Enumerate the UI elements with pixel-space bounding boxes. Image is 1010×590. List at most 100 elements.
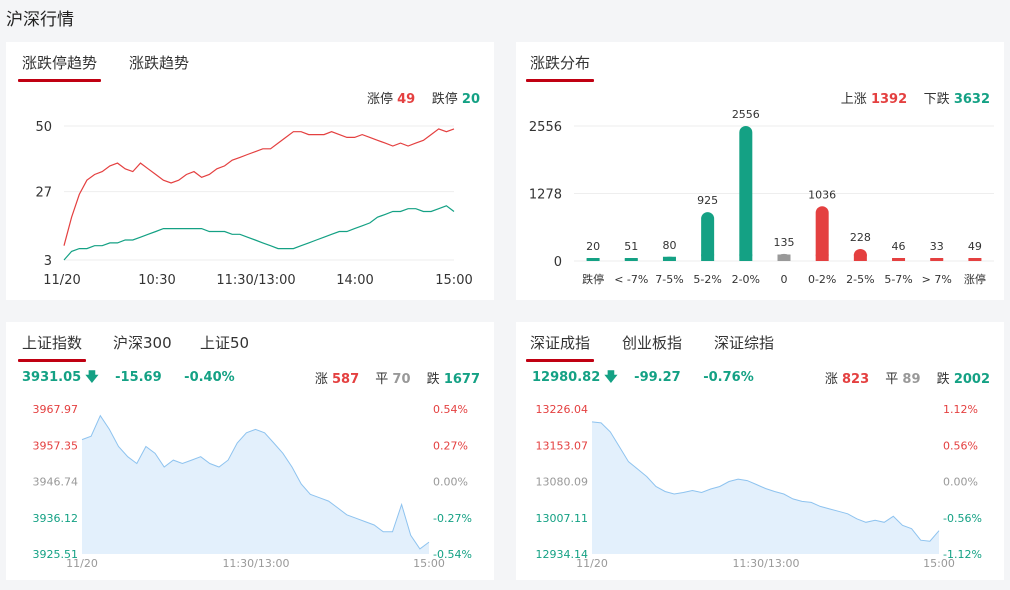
bar-category-label: 5-7% xyxy=(884,273,912,286)
bar-value-label: 228 xyxy=(850,231,871,244)
pct-tick-label: 0.27% xyxy=(433,439,468,452)
price-line xyxy=(81,414,430,550)
arrow-down-icon: 🡇 xyxy=(85,370,99,385)
bar-value-label: 51 xyxy=(624,240,638,253)
price-tick-label: 3967.97 xyxy=(33,403,79,416)
bar-value-label: 80 xyxy=(662,239,676,252)
szse-tabs: 深证成指 创业板指 深证综指 xyxy=(516,322,1004,362)
pct-tick-label: 0.56% xyxy=(943,439,978,452)
sse-down-count: 1677 xyxy=(443,372,480,387)
distribution-tabs: 涨跌分布 xyxy=(516,42,1004,82)
sse-price: 3931.05 xyxy=(22,370,82,385)
bar-category-label: 7-5% xyxy=(655,273,683,286)
bar-base xyxy=(701,254,715,261)
price-tick-label: 3925.51 xyxy=(33,548,79,561)
bar-base xyxy=(777,254,791,261)
bar-category-label: > 7% xyxy=(922,273,952,286)
sse-up-count: 587 xyxy=(331,372,360,387)
bar-value-label: 1036 xyxy=(808,188,836,201)
limit-trend-panel: 涨跌停趋势 涨跌趋势 涨停 49 跌停 20 50 27 3 11/20 10:30 11… xyxy=(6,42,494,300)
bar-category-label: 0 xyxy=(781,273,788,286)
bar-base xyxy=(662,256,676,261)
szse-intraday-chart: 13226.04 1.12% 13153.07 0.56% 13080.09 0.00% 1… xyxy=(536,403,982,570)
y-tick-label: 0 xyxy=(554,255,562,270)
sse-quote: 3931.05 🡇 -15.69 -0.40% xyxy=(22,368,253,390)
price-tick-label: 13007.11 xyxy=(536,512,589,525)
bar-category-label: 2-0% xyxy=(732,273,760,286)
sse-change-pct: -0.40% xyxy=(184,370,235,385)
limit-legend: 涨停 49 跌停 20 xyxy=(367,88,480,107)
decliners-label: 下跌 xyxy=(923,92,950,107)
price-line xyxy=(591,421,940,542)
bar-category-label: 跌停 xyxy=(582,272,604,286)
tab-csi300[interactable]: 沪深300 xyxy=(113,334,172,352)
bar-value-label: 33 xyxy=(930,240,944,253)
decliners-count: 3632 xyxy=(953,92,990,107)
szse-down-label: 跌 xyxy=(936,372,950,387)
pct-tick-label: -0.27% xyxy=(433,512,472,525)
sse-change: -15.69 xyxy=(115,370,162,385)
tab-up-down-trend[interactable]: 涨跌趋势 xyxy=(129,54,190,72)
distribution-chart: 2556 1278 0 20 跌停 51 < -7% 80 7-5% 925 5-2% 2556 2-0… xyxy=(529,108,994,286)
limit-up-count: 49 xyxy=(397,92,416,107)
szse-up-count: 823 xyxy=(841,372,870,387)
y-tick-label: 2556 xyxy=(529,120,562,135)
distribution-legend: 上涨 1392 下跌 3632 xyxy=(841,88,990,107)
page-title: 沪深行情 xyxy=(6,10,74,30)
sse-flat-label: 平 xyxy=(375,372,389,387)
x-tick-label: 11:30/13:00 xyxy=(732,557,799,570)
price-tick-label: 13080.09 xyxy=(536,476,589,489)
x-tick-label: 15:00 xyxy=(413,557,445,570)
szse-quote: 12980.82 🡇 -99.27 -0.76% xyxy=(532,368,772,390)
limit-up-label: 涨停 xyxy=(366,92,393,107)
bar xyxy=(815,206,829,261)
price-tick-label: 13153.07 xyxy=(536,439,589,452)
szse-price: 12980.82 xyxy=(532,370,601,385)
pct-tick-label: 0.00% xyxy=(433,476,468,489)
sse-flat-count: 70 xyxy=(392,372,411,387)
szse-flat-count: 89 xyxy=(902,372,921,387)
bar-value-label: 46 xyxy=(892,240,906,253)
szse-flat-label: 平 xyxy=(885,372,899,387)
price-tick-label: 3957.35 xyxy=(33,439,79,452)
bar-category-label: 0-2% xyxy=(808,273,836,286)
bar-category-label: 5-2% xyxy=(693,273,721,286)
sse-breadth: 涨 587 平 70 跌 1677 xyxy=(303,368,480,387)
pct-tick-label: 0.00% xyxy=(943,476,978,489)
bar-base xyxy=(968,258,982,261)
x-tick-label: 11/20 xyxy=(576,557,608,570)
bar-base xyxy=(930,258,944,261)
tab-chinext[interactable]: 创业板指 xyxy=(622,334,683,352)
bar-base xyxy=(586,258,600,261)
sse-up-label: 涨 xyxy=(314,372,328,387)
bar-category-label: 涨停 xyxy=(964,272,986,286)
area-fill xyxy=(592,421,939,554)
sse-tabs: 上证指数 沪深300 上证50 xyxy=(6,322,494,362)
y-tick-label: 27 xyxy=(35,186,52,201)
tab-szse-component[interactable]: 深证成指 xyxy=(525,334,595,362)
price-tick-label: 12934.14 xyxy=(536,548,589,561)
series-line-limit-down xyxy=(63,205,455,261)
advancers-count: 1392 xyxy=(870,92,908,107)
x-tick-label: 10:30 xyxy=(138,273,175,288)
tab-sse-composite[interactable]: 上证指数 xyxy=(17,334,87,362)
bar-base xyxy=(815,254,829,261)
bar-category-label: 2-5% xyxy=(846,273,874,286)
bar-value-label: 135 xyxy=(774,236,795,249)
pct-tick-label: 0.54% xyxy=(433,403,468,416)
bar xyxy=(701,212,715,261)
tab-sse50[interactable]: 上证50 xyxy=(200,334,250,352)
bar-base xyxy=(853,254,867,261)
price-tick-label: 13226.04 xyxy=(536,403,589,416)
szse-breadth: 涨 823 平 89 跌 2002 xyxy=(813,368,990,387)
y-tick-label: 3 xyxy=(44,254,52,269)
limit-trend-chart: 50 27 3 11/20 10:30 11:30/13:00 14:00 15:00 xyxy=(35,120,472,288)
szse-change-pct: -0.76% xyxy=(703,370,754,385)
szse-change: -99.27 xyxy=(634,370,681,385)
tab-distribution[interactable]: 涨跌分布 xyxy=(525,54,595,82)
x-tick-label: 11:30/13:00 xyxy=(222,557,289,570)
tab-szse-composite[interactable]: 深证综指 xyxy=(714,334,775,352)
price-tick-label: 3936.12 xyxy=(33,512,79,525)
tab-limit-trend[interactable]: 涨跌停趋势 xyxy=(17,54,102,82)
x-tick-label: 14:00 xyxy=(336,273,373,288)
